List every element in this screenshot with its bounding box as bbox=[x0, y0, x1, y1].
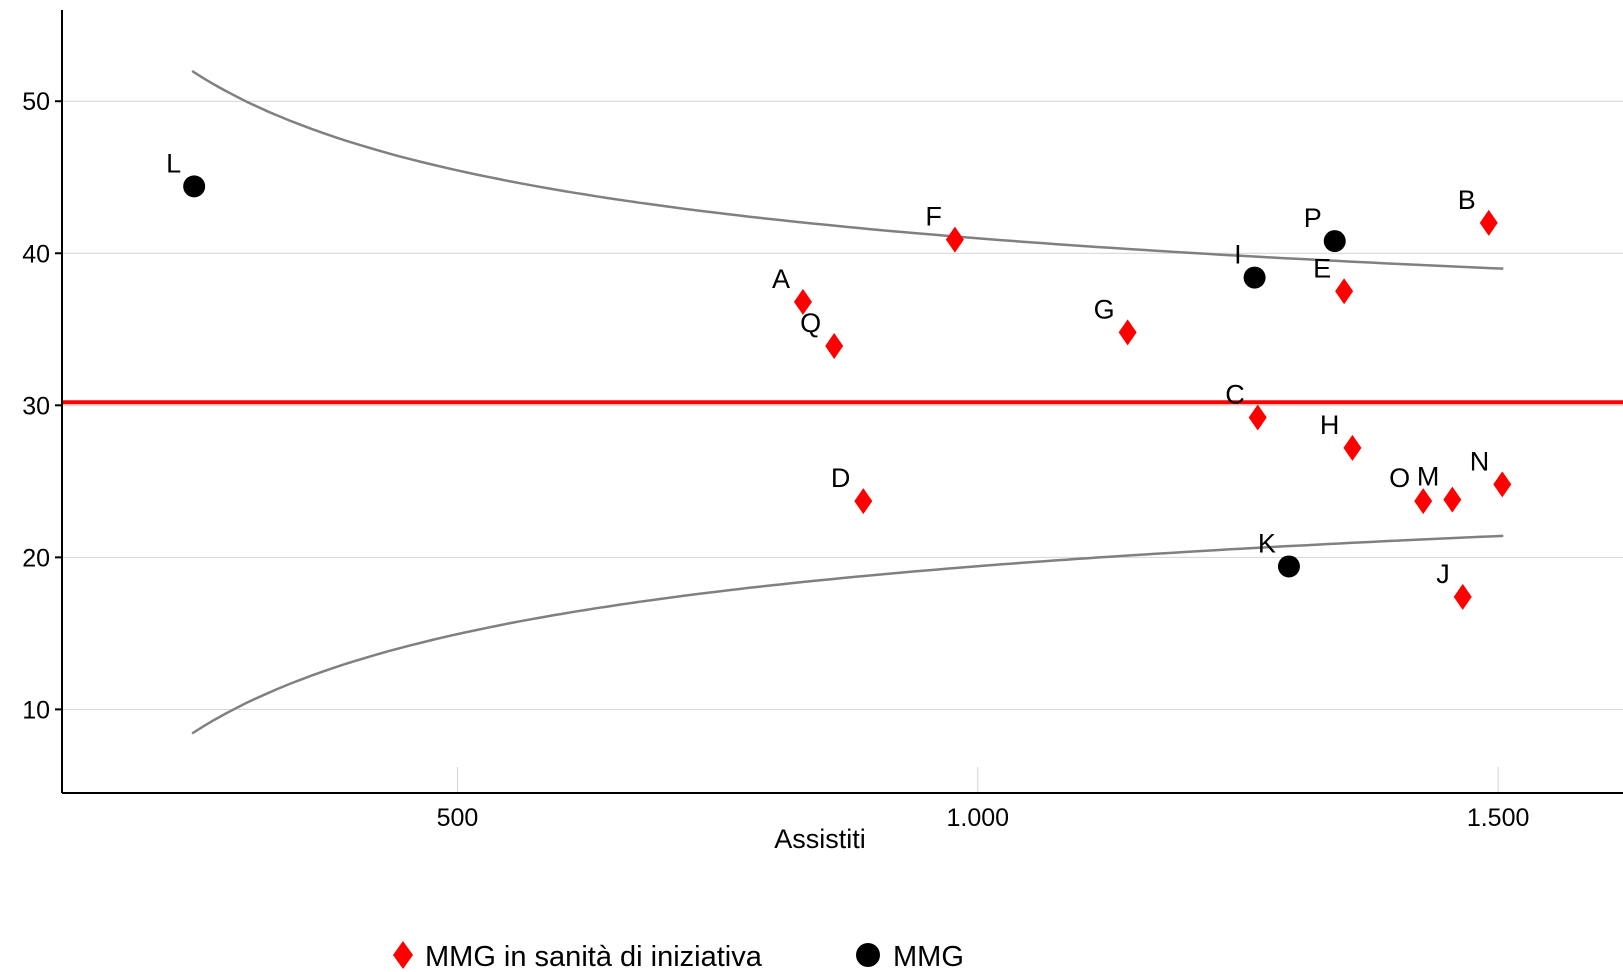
point-label-n: N bbox=[1470, 446, 1490, 476]
x-tick-label: 1.000 bbox=[947, 804, 1010, 832]
point-label-q: Q bbox=[800, 308, 821, 338]
point-e bbox=[1335, 278, 1354, 305]
point-label-c: C bbox=[1225, 379, 1245, 409]
point-label-g: G bbox=[1094, 294, 1115, 324]
point-label-f: F bbox=[925, 202, 942, 232]
point-q bbox=[825, 333, 844, 360]
point-a bbox=[793, 288, 812, 315]
y-tick-label: 20 bbox=[22, 544, 50, 572]
point-label-k: K bbox=[1258, 528, 1276, 558]
point-c bbox=[1248, 404, 1267, 431]
y-tick-label: 50 bbox=[22, 88, 50, 116]
point-k bbox=[1277, 555, 1300, 578]
legend-diamond-marker bbox=[393, 941, 413, 969]
legend-item-mmg-sanita-iniziativa: MMG in sanità di iniziativa bbox=[393, 941, 763, 972]
point-i bbox=[1243, 266, 1266, 289]
point-o bbox=[1414, 488, 1433, 515]
y-tick-label: 40 bbox=[22, 240, 50, 268]
point-label-d: D bbox=[831, 463, 851, 493]
data-points bbox=[183, 175, 1512, 610]
lower-control-limit bbox=[191, 534, 1504, 735]
point-p bbox=[1323, 230, 1346, 253]
upper-control-limit bbox=[191, 69, 1504, 270]
legend-circle-marker bbox=[856, 943, 880, 967]
axes: 10 20 30 40 50 500 1.000 1.500 bbox=[22, 10, 1623, 832]
point-d bbox=[854, 488, 873, 515]
point-labels: AQ F G D C E H B O MN J L I P K bbox=[166, 148, 1489, 589]
point-m bbox=[1443, 486, 1462, 513]
point-label-j: J bbox=[1436, 559, 1450, 589]
point-label-m: M bbox=[1417, 462, 1440, 492]
point-label-p: P bbox=[1304, 203, 1322, 233]
point-b bbox=[1479, 209, 1498, 236]
point-l bbox=[183, 175, 206, 198]
point-f bbox=[945, 226, 964, 253]
point-label-o: O bbox=[1389, 463, 1410, 493]
point-label-e: E bbox=[1313, 253, 1331, 283]
point-n bbox=[1493, 471, 1512, 498]
point-j bbox=[1453, 583, 1472, 610]
point-label-l: L bbox=[166, 148, 181, 178]
x-tick-label: 1.500 bbox=[1467, 804, 1530, 832]
legend: MMG in sanità di iniziativa MMG bbox=[393, 941, 964, 972]
gridlines bbox=[62, 100, 1623, 793]
legend-item-mmg: MMG bbox=[856, 941, 964, 972]
point-label-i: I bbox=[1234, 240, 1242, 270]
y-tick-label: 10 bbox=[22, 696, 50, 724]
y-tick-label: 30 bbox=[22, 392, 50, 420]
legend-label: MMG bbox=[893, 941, 964, 972]
point-label-a: A bbox=[772, 264, 790, 294]
point-h bbox=[1343, 434, 1362, 461]
control-limit-curves bbox=[191, 69, 1504, 735]
point-label-h: H bbox=[1320, 410, 1340, 440]
x-axis-title: Assistiti bbox=[774, 824, 866, 854]
x-tick-label: 500 bbox=[437, 804, 479, 832]
point-label-b: B bbox=[1458, 185, 1476, 215]
legend-label: MMG in sanità di iniziativa bbox=[425, 941, 763, 972]
point-g bbox=[1118, 319, 1137, 346]
